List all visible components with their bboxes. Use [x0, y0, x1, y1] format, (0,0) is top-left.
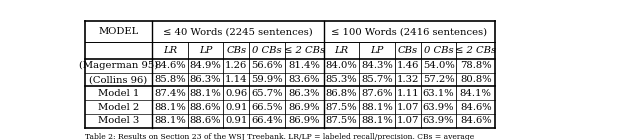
Text: 1.26: 1.26: [225, 61, 248, 70]
Text: ≤ 100 Words (2416 sentences): ≤ 100 Words (2416 sentences): [332, 27, 488, 36]
Text: CBs: CBs: [226, 46, 246, 55]
Text: 87.4%: 87.4%: [154, 89, 186, 98]
Text: CBs: CBs: [398, 46, 418, 55]
Text: 66.4%: 66.4%: [252, 116, 283, 125]
Text: 0.91: 0.91: [225, 103, 248, 112]
Text: Model 3: Model 3: [98, 116, 139, 125]
Text: 1.14: 1.14: [225, 75, 248, 84]
Text: Model 1: Model 1: [98, 89, 139, 98]
Text: 87.5%: 87.5%: [326, 116, 357, 125]
Text: 63.9%: 63.9%: [423, 103, 454, 112]
Text: 88.6%: 88.6%: [189, 116, 221, 125]
Text: 0.96: 0.96: [225, 89, 247, 98]
Text: 0 CBs: 0 CBs: [424, 46, 453, 55]
Text: 1.07: 1.07: [397, 116, 419, 125]
Text: 88.1%: 88.1%: [361, 116, 393, 125]
Text: 84.1%: 84.1%: [460, 89, 492, 98]
Text: 84.3%: 84.3%: [361, 61, 393, 70]
Text: 80.8%: 80.8%: [460, 75, 492, 84]
Text: 54.0%: 54.0%: [423, 61, 454, 70]
Text: 56.6%: 56.6%: [252, 61, 283, 70]
Text: 57.2%: 57.2%: [423, 75, 454, 84]
Text: 85.8%: 85.8%: [154, 75, 186, 84]
Text: 86.9%: 86.9%: [289, 103, 320, 112]
Text: 84.6%: 84.6%: [460, 103, 492, 112]
Text: 66.5%: 66.5%: [252, 103, 283, 112]
Text: ≤ 40 Words (2245 sentences): ≤ 40 Words (2245 sentences): [163, 27, 312, 36]
Text: 84.0%: 84.0%: [326, 61, 357, 70]
Text: 87.5%: 87.5%: [326, 103, 357, 112]
Text: 1.32: 1.32: [397, 75, 419, 84]
Text: 86.9%: 86.9%: [289, 116, 320, 125]
Text: 86.3%: 86.3%: [189, 75, 221, 84]
Text: 84.9%: 84.9%: [189, 61, 221, 70]
Text: Model 2: Model 2: [98, 103, 139, 112]
Text: 1.07: 1.07: [397, 103, 419, 112]
Text: 87.6%: 87.6%: [362, 89, 393, 98]
Text: 86.8%: 86.8%: [326, 89, 357, 98]
Text: LP: LP: [199, 46, 212, 55]
Text: (Collins 96): (Collins 96): [90, 75, 148, 84]
Text: 63.1%: 63.1%: [423, 89, 454, 98]
Text: 83.6%: 83.6%: [289, 75, 320, 84]
Text: 78.8%: 78.8%: [460, 61, 492, 70]
Text: 88.6%: 88.6%: [189, 103, 221, 112]
Text: 84.6%: 84.6%: [460, 116, 492, 125]
Text: 88.1%: 88.1%: [154, 103, 186, 112]
Text: 85.7%: 85.7%: [362, 75, 393, 84]
Text: LR: LR: [163, 46, 177, 55]
Text: 63.9%: 63.9%: [423, 116, 454, 125]
Text: (Magerman 95): (Magerman 95): [79, 61, 158, 70]
Text: 88.1%: 88.1%: [361, 103, 393, 112]
Text: LP: LP: [371, 46, 384, 55]
Text: Table 2: Results on Section 23 of the WSJ Treebank. LR/LP = labeled recall/preci: Table 2: Results on Section 23 of the WS…: [85, 133, 474, 140]
Text: 65.7%: 65.7%: [252, 89, 283, 98]
Text: ≤ 2 CBs: ≤ 2 CBs: [455, 46, 497, 55]
Text: 1.11: 1.11: [397, 89, 419, 98]
Text: 1.46: 1.46: [397, 61, 419, 70]
Text: 86.3%: 86.3%: [289, 89, 320, 98]
Text: 88.1%: 88.1%: [154, 116, 186, 125]
Text: 84.6%: 84.6%: [154, 61, 186, 70]
Text: 0 CBs: 0 CBs: [252, 46, 282, 55]
Text: 85.3%: 85.3%: [326, 75, 357, 84]
Text: LR: LR: [334, 46, 348, 55]
Text: 88.1%: 88.1%: [189, 89, 221, 98]
Text: 0.91: 0.91: [225, 116, 248, 125]
Text: 81.4%: 81.4%: [288, 61, 320, 70]
Text: 59.9%: 59.9%: [251, 75, 283, 84]
Text: ≤ 2 CBs: ≤ 2 CBs: [284, 46, 324, 55]
Text: MODEL: MODEL: [99, 27, 139, 36]
